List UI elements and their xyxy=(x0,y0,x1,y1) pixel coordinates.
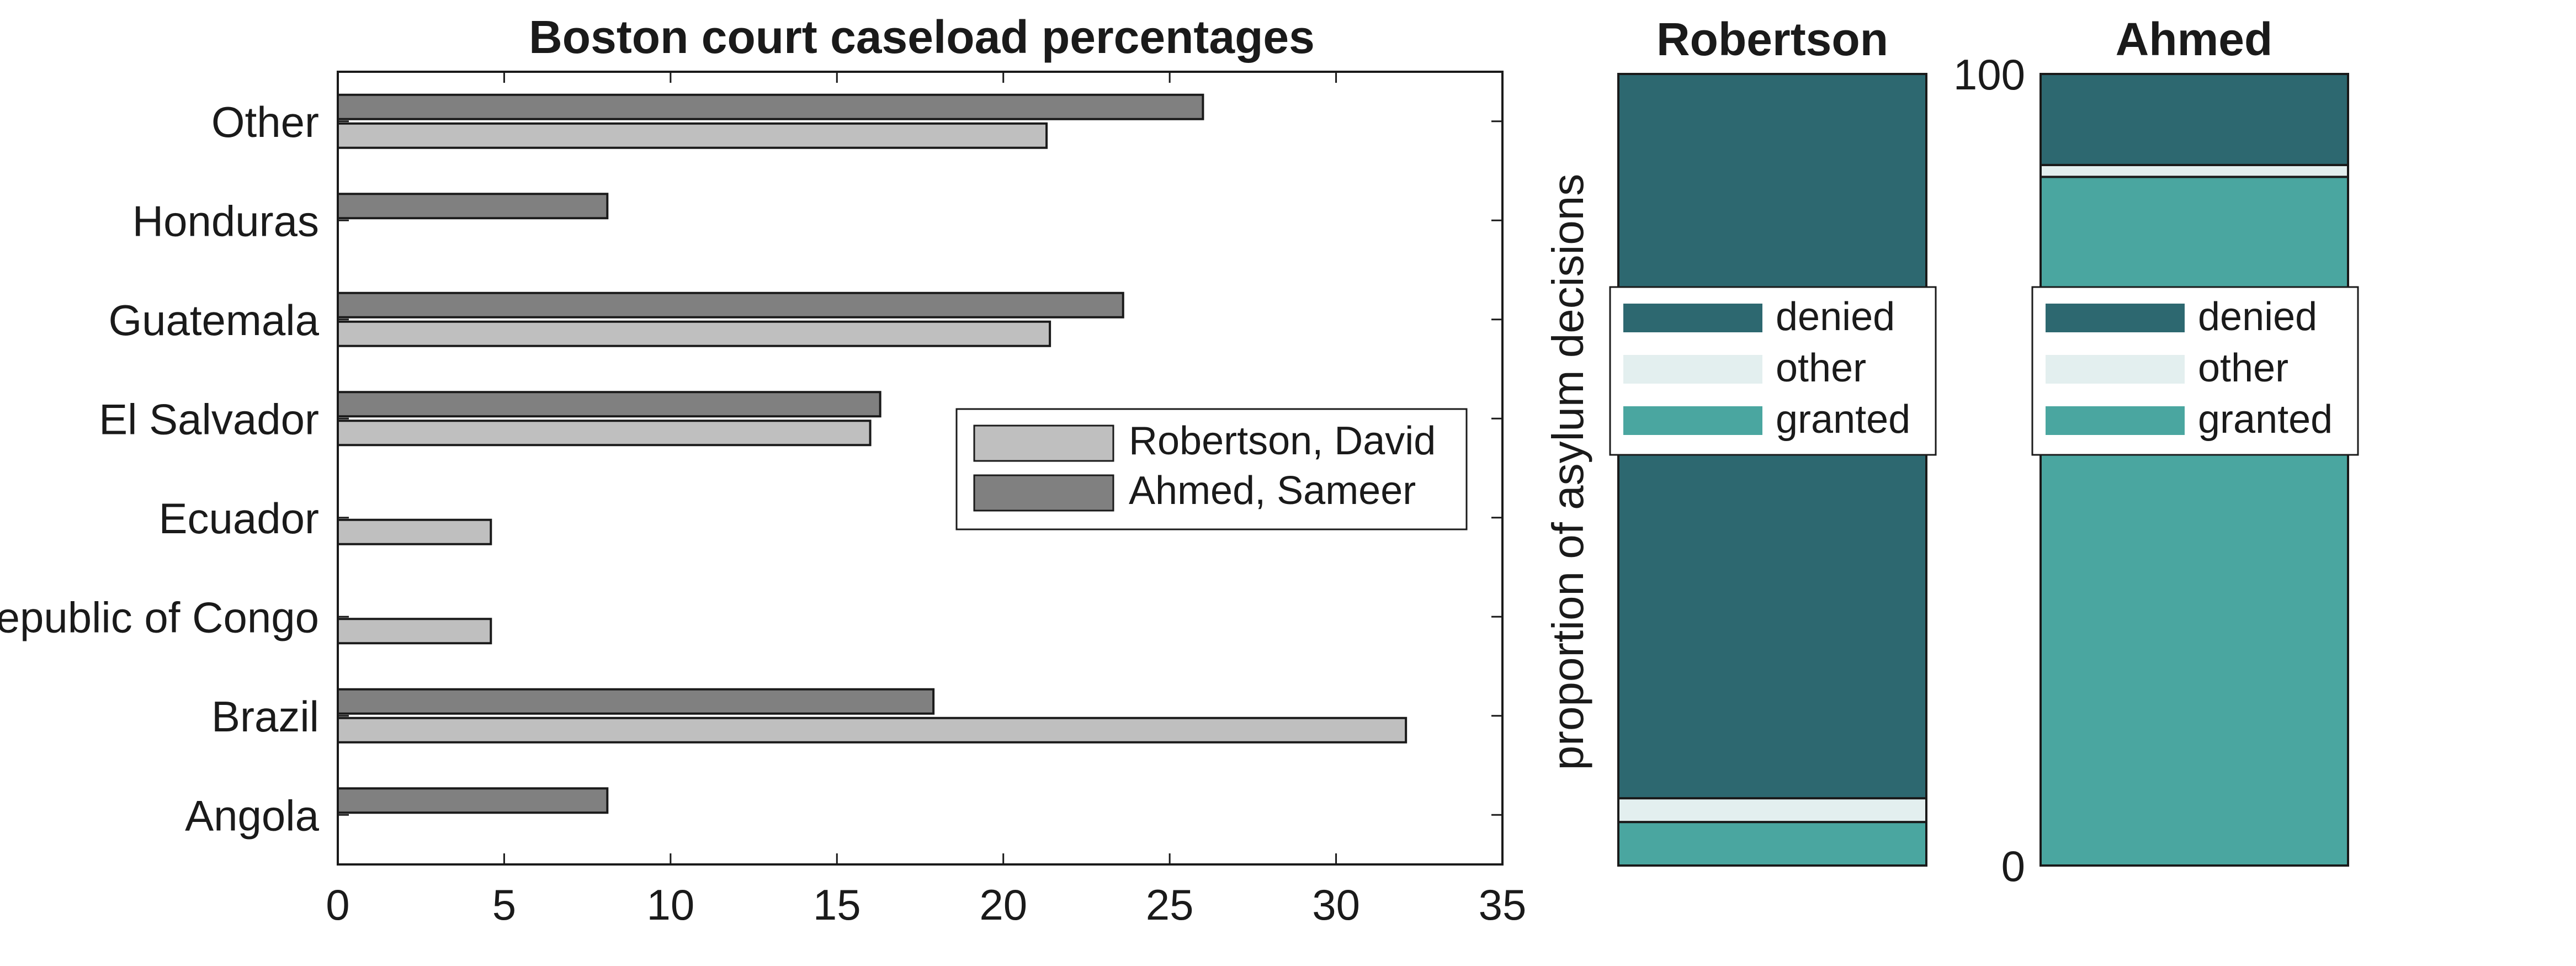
ahmed-segment-other xyxy=(2039,163,2349,178)
robertson-title: Robertson xyxy=(1656,13,1888,65)
y-tick-label-brazil: Brazil xyxy=(211,692,319,741)
ahmed-legend-label-granted: granted xyxy=(2198,397,2333,442)
ahmed-legend-label-denied: denied xyxy=(2198,295,2317,339)
bar-robertson-david-ecuador xyxy=(337,518,492,545)
ahmed-title: Ahmed xyxy=(2116,13,2273,65)
caseload-panel: Boston court caseload percentages Angola… xyxy=(0,11,1526,929)
x-tick-label-30: 30 xyxy=(1312,880,1360,929)
robertson-legend-label-other: other xyxy=(1776,346,1866,390)
bar-robertson-david-guatemala xyxy=(337,320,1051,347)
ahmed-legend-swatch-denied xyxy=(2046,304,2185,332)
x-tick-label-20: 20 xyxy=(979,880,1027,929)
robertson-legend-swatch-other xyxy=(1623,355,1762,384)
bar-ahmed-sameer-honduras xyxy=(337,193,609,220)
ahmed-segment-denied xyxy=(2039,73,2349,166)
robertson-legend-label-denied: denied xyxy=(1776,295,1895,339)
y-tick-label-guatemala: Guatemala xyxy=(108,296,319,344)
caseload-title: Boston court caseload percentages xyxy=(529,11,1315,63)
x-tick-label-15: 15 xyxy=(813,880,861,929)
ahmed-legend-swatch-other xyxy=(2046,355,2185,384)
bar-robertson-david-democratic-republic-of-congo xyxy=(337,618,492,645)
caseload-legend: Robertson, David Ahmed, Sameer xyxy=(955,408,1468,530)
ahmed-y-tick-label-0: 0 xyxy=(2001,842,2025,890)
legend-label-ahmed-sameer: Ahmed, Sameer xyxy=(1129,469,1416,513)
x-tick-label-35: 35 xyxy=(1479,880,1527,929)
ahmed-legend: denied other granted xyxy=(2031,286,2359,456)
x-tick-label-25: 25 xyxy=(1146,880,1194,929)
legend-swatch-ahmed-sameer xyxy=(973,474,1114,512)
x-tick-label-0: 0 xyxy=(326,880,349,929)
y-tick-label-angola: Angola xyxy=(185,791,319,840)
bar-ahmed-sameer-angola xyxy=(337,787,609,814)
caseload-axes-box xyxy=(337,71,1504,866)
ahmed-axes-box xyxy=(2039,73,2349,867)
legend-swatch-robertson-david xyxy=(973,424,1114,462)
ahmed-legend-label-other: other xyxy=(2198,346,2288,390)
ahmed-y-tick-label-100: 100 xyxy=(1953,50,2025,99)
robertson-segment-granted xyxy=(1617,821,1927,867)
y-tick-label-ecuador: Ecuador xyxy=(158,494,319,543)
bar-ahmed-sameer-el-salvador xyxy=(337,391,881,418)
ahmed-panel: Ahmed 0 100 denied other granted xyxy=(1953,13,2359,890)
legend-label-robertson-david: Robertson, David xyxy=(1129,419,1436,463)
x-tick-label-5: 5 xyxy=(492,880,516,929)
bar-ahmed-sameer-brazil xyxy=(337,688,935,715)
robertson-legend-swatch-granted xyxy=(1623,406,1762,435)
y-tick-label-el-salvador: El Salvador xyxy=(99,395,319,443)
caseload-plot-area: Angola Brazil Democratic Republic of Congo… xyxy=(0,71,1527,929)
ahmed-legend-swatch-granted xyxy=(2046,406,2185,435)
bar-robertson-david-el-salvador xyxy=(337,420,872,447)
robertson-axes-box xyxy=(1617,73,1927,867)
bar-ahmed-sameer-guatemala xyxy=(337,291,1124,319)
x-tick-label-10: 10 xyxy=(646,880,694,929)
y-tick-label-other: Other xyxy=(211,98,319,146)
robertson-ylabel: proportion of asylum decisions xyxy=(1543,174,1592,771)
bar-ahmed-sameer-other xyxy=(337,93,1204,120)
robertson-legend: denied other granted xyxy=(1609,286,1937,456)
bar-robertson-david-other xyxy=(337,122,1048,149)
robertson-panel: Robertson proportion of asylum decisions… xyxy=(1543,13,1937,867)
robertson-plot-area xyxy=(1617,73,1927,867)
y-tick-label-democratic-republic-of-congo: Democratic Republic of Congo xyxy=(0,593,319,641)
y-tick-label-honduras: Honduras xyxy=(132,197,319,245)
ahmed-segment-granted xyxy=(2039,176,2349,867)
robertson-segment-other xyxy=(1617,797,1927,824)
robertson-legend-label-granted: granted xyxy=(1776,397,1910,442)
robertson-legend-swatch-denied xyxy=(1623,304,1762,332)
bar-robertson-david-brazil xyxy=(337,716,1407,744)
